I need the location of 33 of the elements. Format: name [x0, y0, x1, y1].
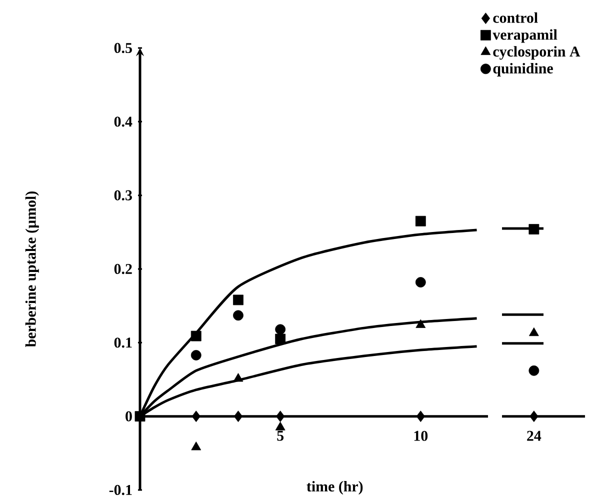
- legend-label: quinidine: [493, 62, 553, 77]
- point: [191, 442, 202, 450]
- legend-label: verapamil: [492, 29, 558, 43]
- x-tick-label: 10: [414, 430, 428, 441]
- y-tick-label: -0.1: [109, 484, 132, 496]
- point: [275, 422, 286, 430]
- point: [415, 277, 426, 288]
- point: [233, 310, 244, 321]
- legend-label: control: [493, 12, 538, 23]
- point: [233, 373, 244, 382]
- y-tick-label: 0.4: [114, 116, 132, 127]
- y-tick-label: 0.3: [114, 190, 132, 200]
- point: [192, 410, 200, 422]
- point: [190, 350, 202, 360]
- point: [276, 410, 285, 422]
- point: [134, 411, 146, 422]
- point: [234, 410, 243, 422]
- point: [233, 294, 244, 306]
- y-axis-title: berberine uptake (µmol): [25, 191, 39, 347]
- point: [275, 334, 286, 344]
- y-tick-label: 0.5: [114, 42, 132, 54]
- point: [415, 216, 426, 226]
- point: [190, 330, 202, 342]
- point: [416, 410, 425, 422]
- x-tick-label: 5: [277, 430, 284, 441]
- x-tick-label: 24: [527, 430, 542, 441]
- point: [416, 319, 426, 328]
- x-axis-title: time (hr): [306, 481, 363, 495]
- legend-label: cyclosporin A: [493, 46, 580, 60]
- point: [275, 324, 286, 335]
- y-tick-label: 0.2: [114, 264, 132, 274]
- y-tick-label: 0: [126, 411, 132, 422]
- y-tick-label: 0.1: [114, 338, 132, 348]
